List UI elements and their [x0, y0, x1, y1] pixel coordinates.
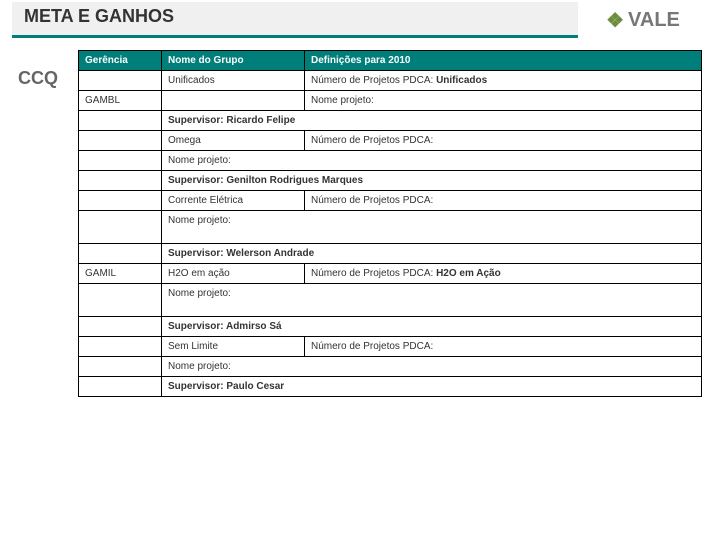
- cell-gerencia: [79, 131, 162, 151]
- table-row: Nome projeto:: [79, 151, 702, 171]
- side-label: CCQ: [18, 50, 78, 397]
- cell-definicao-span: Supervisor: Ricardo Felipe: [162, 111, 702, 131]
- cell-definicao-span: Supervisor: Admirso Sá: [162, 317, 702, 337]
- cell-definicao-span: Nome projeto:: [162, 357, 702, 377]
- cell-gerencia: [79, 317, 162, 337]
- table-row: OmegaNúmero de Projetos PDCA:: [79, 131, 702, 151]
- cell-definicao-span: Supervisor: Welerson Andrade: [162, 244, 702, 264]
- cell-gerencia: [79, 111, 162, 131]
- table-row: GAMILH2O em açãoNúmero de Projetos PDCA:…: [79, 264, 702, 284]
- table-row: Supervisor: Paulo Cesar: [79, 377, 702, 397]
- cell-gerencia: [79, 191, 162, 211]
- vale-logo: ❖ VALE: [606, 8, 680, 33]
- cell-definicao-span: Nome projeto:: [162, 284, 702, 317]
- cell-definicao-span: Supervisor: Paulo Cesar: [162, 377, 702, 397]
- cell-nome: H2O em ação: [162, 264, 305, 284]
- header: META E GANHOS ❖ VALE: [0, 0, 720, 40]
- cell-nome: Omega: [162, 131, 305, 151]
- table-row: GAMBL Nome projeto:: [79, 91, 702, 111]
- table-row: Supervisor: Admirso Sá: [79, 317, 702, 337]
- table-row: Sem LimiteNúmero de Projetos PDCA:: [79, 337, 702, 357]
- cell-definicao: Nome projeto:: [305, 91, 702, 111]
- cell-nome: [162, 91, 305, 111]
- cell-nome: Sem Limite: [162, 337, 305, 357]
- table-wrap: Gerência Nome do Grupo Definições para 2…: [78, 50, 702, 397]
- cell-definicao-span: Nome projeto:: [162, 151, 702, 171]
- logo-text: VALE: [628, 9, 680, 32]
- cell-nome: Corrente Elétrica: [162, 191, 305, 211]
- cell-gerencia: [79, 151, 162, 171]
- table-row: Nome projeto:: [79, 211, 702, 244]
- table-row: Nome projeto:: [79, 357, 702, 377]
- cell-definicao-span: Nome projeto:: [162, 211, 702, 244]
- col-definicoes: Definições para 2010: [305, 51, 702, 71]
- cell-gerencia: [79, 337, 162, 357]
- table-row: Supervisor: Welerson Andrade: [79, 244, 702, 264]
- cell-gerencia: GAMIL: [79, 264, 162, 284]
- table-row: Nome projeto:: [79, 284, 702, 317]
- cell-gerencia: [79, 284, 162, 317]
- cell-nome: Unificados: [162, 71, 305, 91]
- table-row: UnificadosNúmero de Projetos PDCA: Unifi…: [79, 71, 702, 91]
- table-body: UnificadosNúmero de Projetos PDCA: Unifi…: [79, 71, 702, 397]
- cell-gerencia: [79, 244, 162, 264]
- cell-definicao: Número de Projetos PDCA: Unificados: [305, 71, 702, 91]
- table-row: Supervisor: Ricardo Felipe: [79, 111, 702, 131]
- logo-area: ❖ VALE: [578, 8, 708, 33]
- cell-gerencia: GAMBL: [79, 91, 162, 111]
- cell-gerencia: [79, 211, 162, 244]
- cell-definicao-span: Supervisor: Genilton Rodrigues Marques: [162, 171, 702, 191]
- table-row: Corrente ElétricaNúmero de Projetos PDCA…: [79, 191, 702, 211]
- col-nome-grupo: Nome do Grupo: [162, 51, 305, 71]
- cell-definicao: Número de Projetos PDCA:: [305, 131, 702, 151]
- page-title: META E GANHOS: [12, 2, 578, 38]
- table-row: Supervisor: Genilton Rodrigues Marques: [79, 171, 702, 191]
- logo-icon: ❖: [606, 8, 624, 33]
- table-header-row: Gerência Nome do Grupo Definições para 2…: [79, 51, 702, 71]
- cell-definicao: Número de Projetos PDCA:: [305, 337, 702, 357]
- cell-gerencia: [79, 171, 162, 191]
- cell-definicao: Número de Projetos PDCA: H2O em Ação: [305, 264, 702, 284]
- cell-gerencia: [79, 377, 162, 397]
- cell-gerencia: [79, 357, 162, 377]
- data-table: Gerência Nome do Grupo Definições para 2…: [78, 50, 702, 397]
- cell-gerencia: [79, 71, 162, 91]
- col-gerencia: Gerência: [79, 51, 162, 71]
- content: CCQ Gerência Nome do Grupo Definições pa…: [0, 40, 720, 407]
- cell-definicao: Número de Projetos PDCA:: [305, 191, 702, 211]
